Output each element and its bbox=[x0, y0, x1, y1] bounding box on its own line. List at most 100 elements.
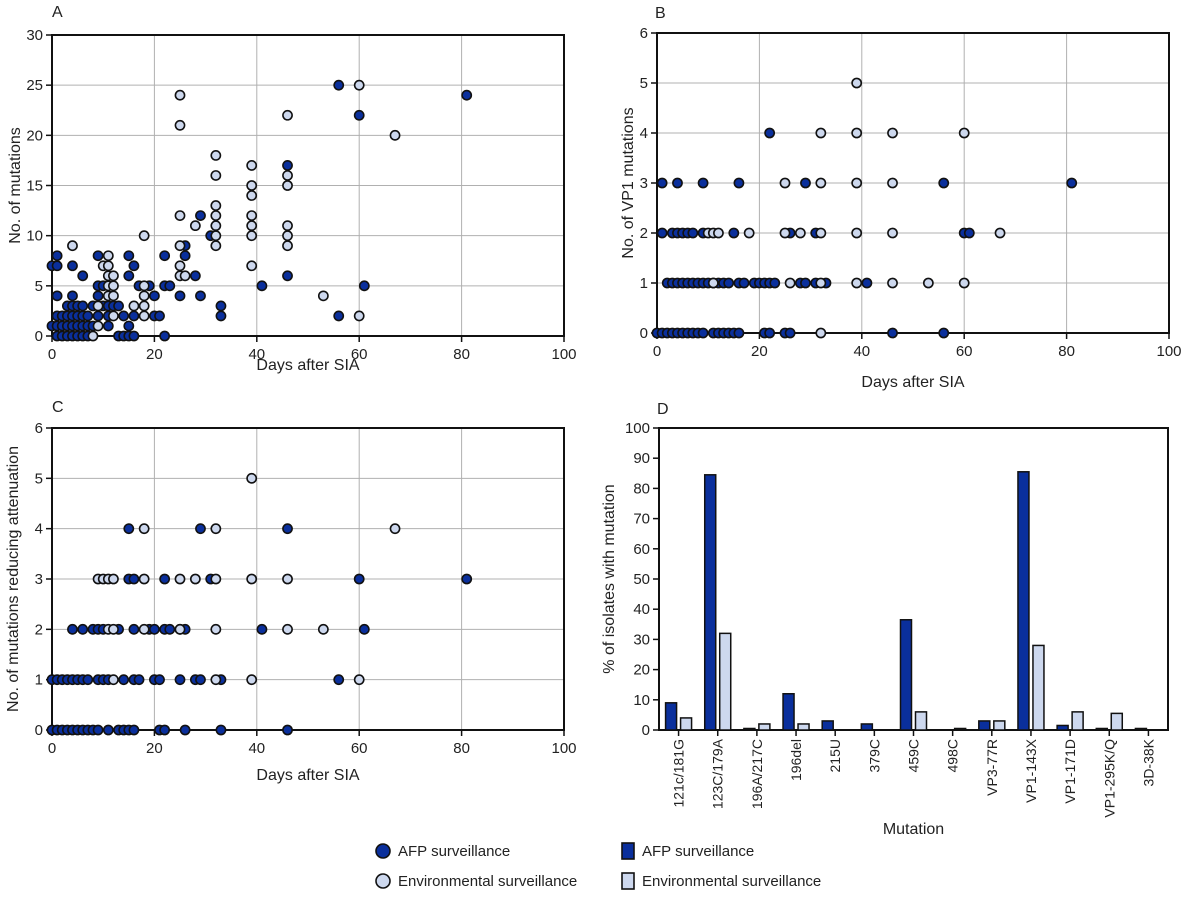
x-tick-label: 100 bbox=[1156, 343, 1181, 360]
environmental-bar bbox=[953, 727, 967, 731]
x-tick-label: 123C/179A bbox=[710, 738, 726, 809]
environmental-point bbox=[958, 277, 970, 289]
afp-bar bbox=[1017, 471, 1030, 731]
afp-point bbox=[159, 330, 171, 342]
afp-point bbox=[282, 160, 293, 171]
afp-point bbox=[102, 724, 114, 736]
afp-point bbox=[92, 290, 104, 302]
afp-point bbox=[118, 310, 130, 322]
afp-point bbox=[77, 623, 89, 635]
x-tick-label: VP1-295K/Q bbox=[1101, 739, 1117, 818]
x-axis-label: Days after SIA bbox=[861, 374, 964, 391]
x-tick-label: 20 bbox=[751, 343, 768, 360]
environmental-point bbox=[138, 523, 150, 535]
environmental-point bbox=[353, 674, 365, 686]
environmental-point bbox=[246, 472, 258, 484]
afp-point bbox=[697, 327, 709, 339]
y-tick-label: 0 bbox=[642, 722, 650, 739]
x-tick-label: 40 bbox=[248, 346, 265, 363]
environmental-point bbox=[815, 227, 827, 239]
y-tick-label: 0 bbox=[640, 325, 648, 342]
afp-point bbox=[195, 210, 206, 221]
afp-point bbox=[282, 724, 293, 736]
afp-point bbox=[784, 327, 796, 339]
environmental-point bbox=[174, 573, 186, 585]
environmental-point bbox=[138, 230, 150, 242]
afp-point bbox=[159, 573, 171, 585]
afp-point bbox=[215, 310, 227, 322]
afp-point bbox=[123, 523, 135, 535]
afp-point bbox=[861, 277, 873, 289]
environmental-point bbox=[317, 623, 329, 635]
environmental-point bbox=[210, 200, 222, 211]
environmental-point bbox=[138, 310, 150, 322]
y-axis-label: No. of mutations reducing attenuation bbox=[5, 446, 22, 712]
afp-point bbox=[82, 310, 94, 322]
environmental-point bbox=[92, 300, 104, 312]
environmental-point bbox=[389, 523, 401, 535]
afp-point bbox=[195, 523, 206, 535]
afp-point bbox=[333, 310, 345, 322]
x-tick-label: 121c/181G bbox=[671, 739, 687, 808]
y-tick-label: 0 bbox=[35, 328, 43, 345]
environmental-point bbox=[815, 127, 827, 139]
environmental-point bbox=[779, 227, 791, 239]
legend-env-circle bbox=[375, 873, 391, 889]
afp-point bbox=[461, 573, 473, 585]
environmental-point bbox=[815, 327, 827, 339]
legend-env-bar-label: Environmental surveillance bbox=[642, 873, 821, 890]
afp-point bbox=[128, 260, 140, 272]
x-tick-label: 3D-38K bbox=[1140, 738, 1156, 786]
afp-point bbox=[887, 327, 898, 339]
afp-point bbox=[128, 623, 140, 635]
afp-point bbox=[179, 250, 191, 262]
afp-point bbox=[195, 674, 206, 686]
afp-point bbox=[769, 277, 781, 289]
environmental-point bbox=[246, 230, 258, 242]
x-tick-label: 20 bbox=[146, 346, 163, 363]
environmental-point bbox=[794, 227, 806, 239]
environmental-point bbox=[108, 280, 119, 292]
x-tick-label: 0 bbox=[48, 740, 56, 757]
afp-point bbox=[77, 300, 89, 312]
environmental-point bbox=[210, 210, 222, 221]
environmental-point bbox=[851, 177, 863, 189]
environmental-point bbox=[707, 277, 719, 289]
afp-point bbox=[159, 724, 171, 736]
legend-afp-circle bbox=[375, 843, 391, 859]
panel-label: B bbox=[655, 5, 666, 22]
panel-a: A 0 5 10 15 20 25 30 0 20 40 60 80 100 Days after SIA N… bbox=[7, 4, 577, 374]
environmental-point bbox=[246, 210, 258, 221]
environmental-point bbox=[210, 220, 222, 232]
environmental-point bbox=[108, 310, 119, 322]
y-tick-label: 1 bbox=[640, 275, 648, 292]
environmental-bar bbox=[679, 717, 693, 731]
environmental-point bbox=[128, 300, 140, 312]
x-tick-label: VP1-171D bbox=[1062, 739, 1078, 804]
afp-point bbox=[728, 227, 740, 239]
environmental-point bbox=[246, 160, 258, 171]
y-tick-label: 100 bbox=[625, 420, 650, 437]
panel-label: C bbox=[52, 399, 64, 416]
environmental-point bbox=[138, 290, 150, 302]
y-tick-label: 15 bbox=[26, 178, 43, 195]
afp-point bbox=[77, 270, 89, 282]
afp-bar bbox=[860, 723, 874, 731]
y-tick-label: 20 bbox=[26, 127, 43, 144]
afp-point bbox=[133, 674, 145, 686]
legend-afp-circle-label: AFP surveillance bbox=[398, 843, 510, 860]
environmental-point bbox=[246, 190, 258, 201]
x-tick-label: 0 bbox=[48, 346, 56, 363]
afp-point bbox=[358, 280, 370, 292]
environmental-point bbox=[108, 623, 119, 635]
x-tick-label: 40 bbox=[853, 343, 870, 360]
environmental-point bbox=[851, 127, 863, 139]
y-tick-label: 2 bbox=[35, 621, 43, 638]
environmental-point bbox=[174, 119, 186, 131]
environmental-point bbox=[282, 573, 293, 585]
afp-point bbox=[159, 250, 171, 262]
panel-label: D bbox=[657, 401, 669, 418]
afp-point bbox=[256, 280, 268, 292]
y-tick-label: 0 bbox=[35, 722, 43, 739]
environmental-point bbox=[246, 220, 258, 232]
